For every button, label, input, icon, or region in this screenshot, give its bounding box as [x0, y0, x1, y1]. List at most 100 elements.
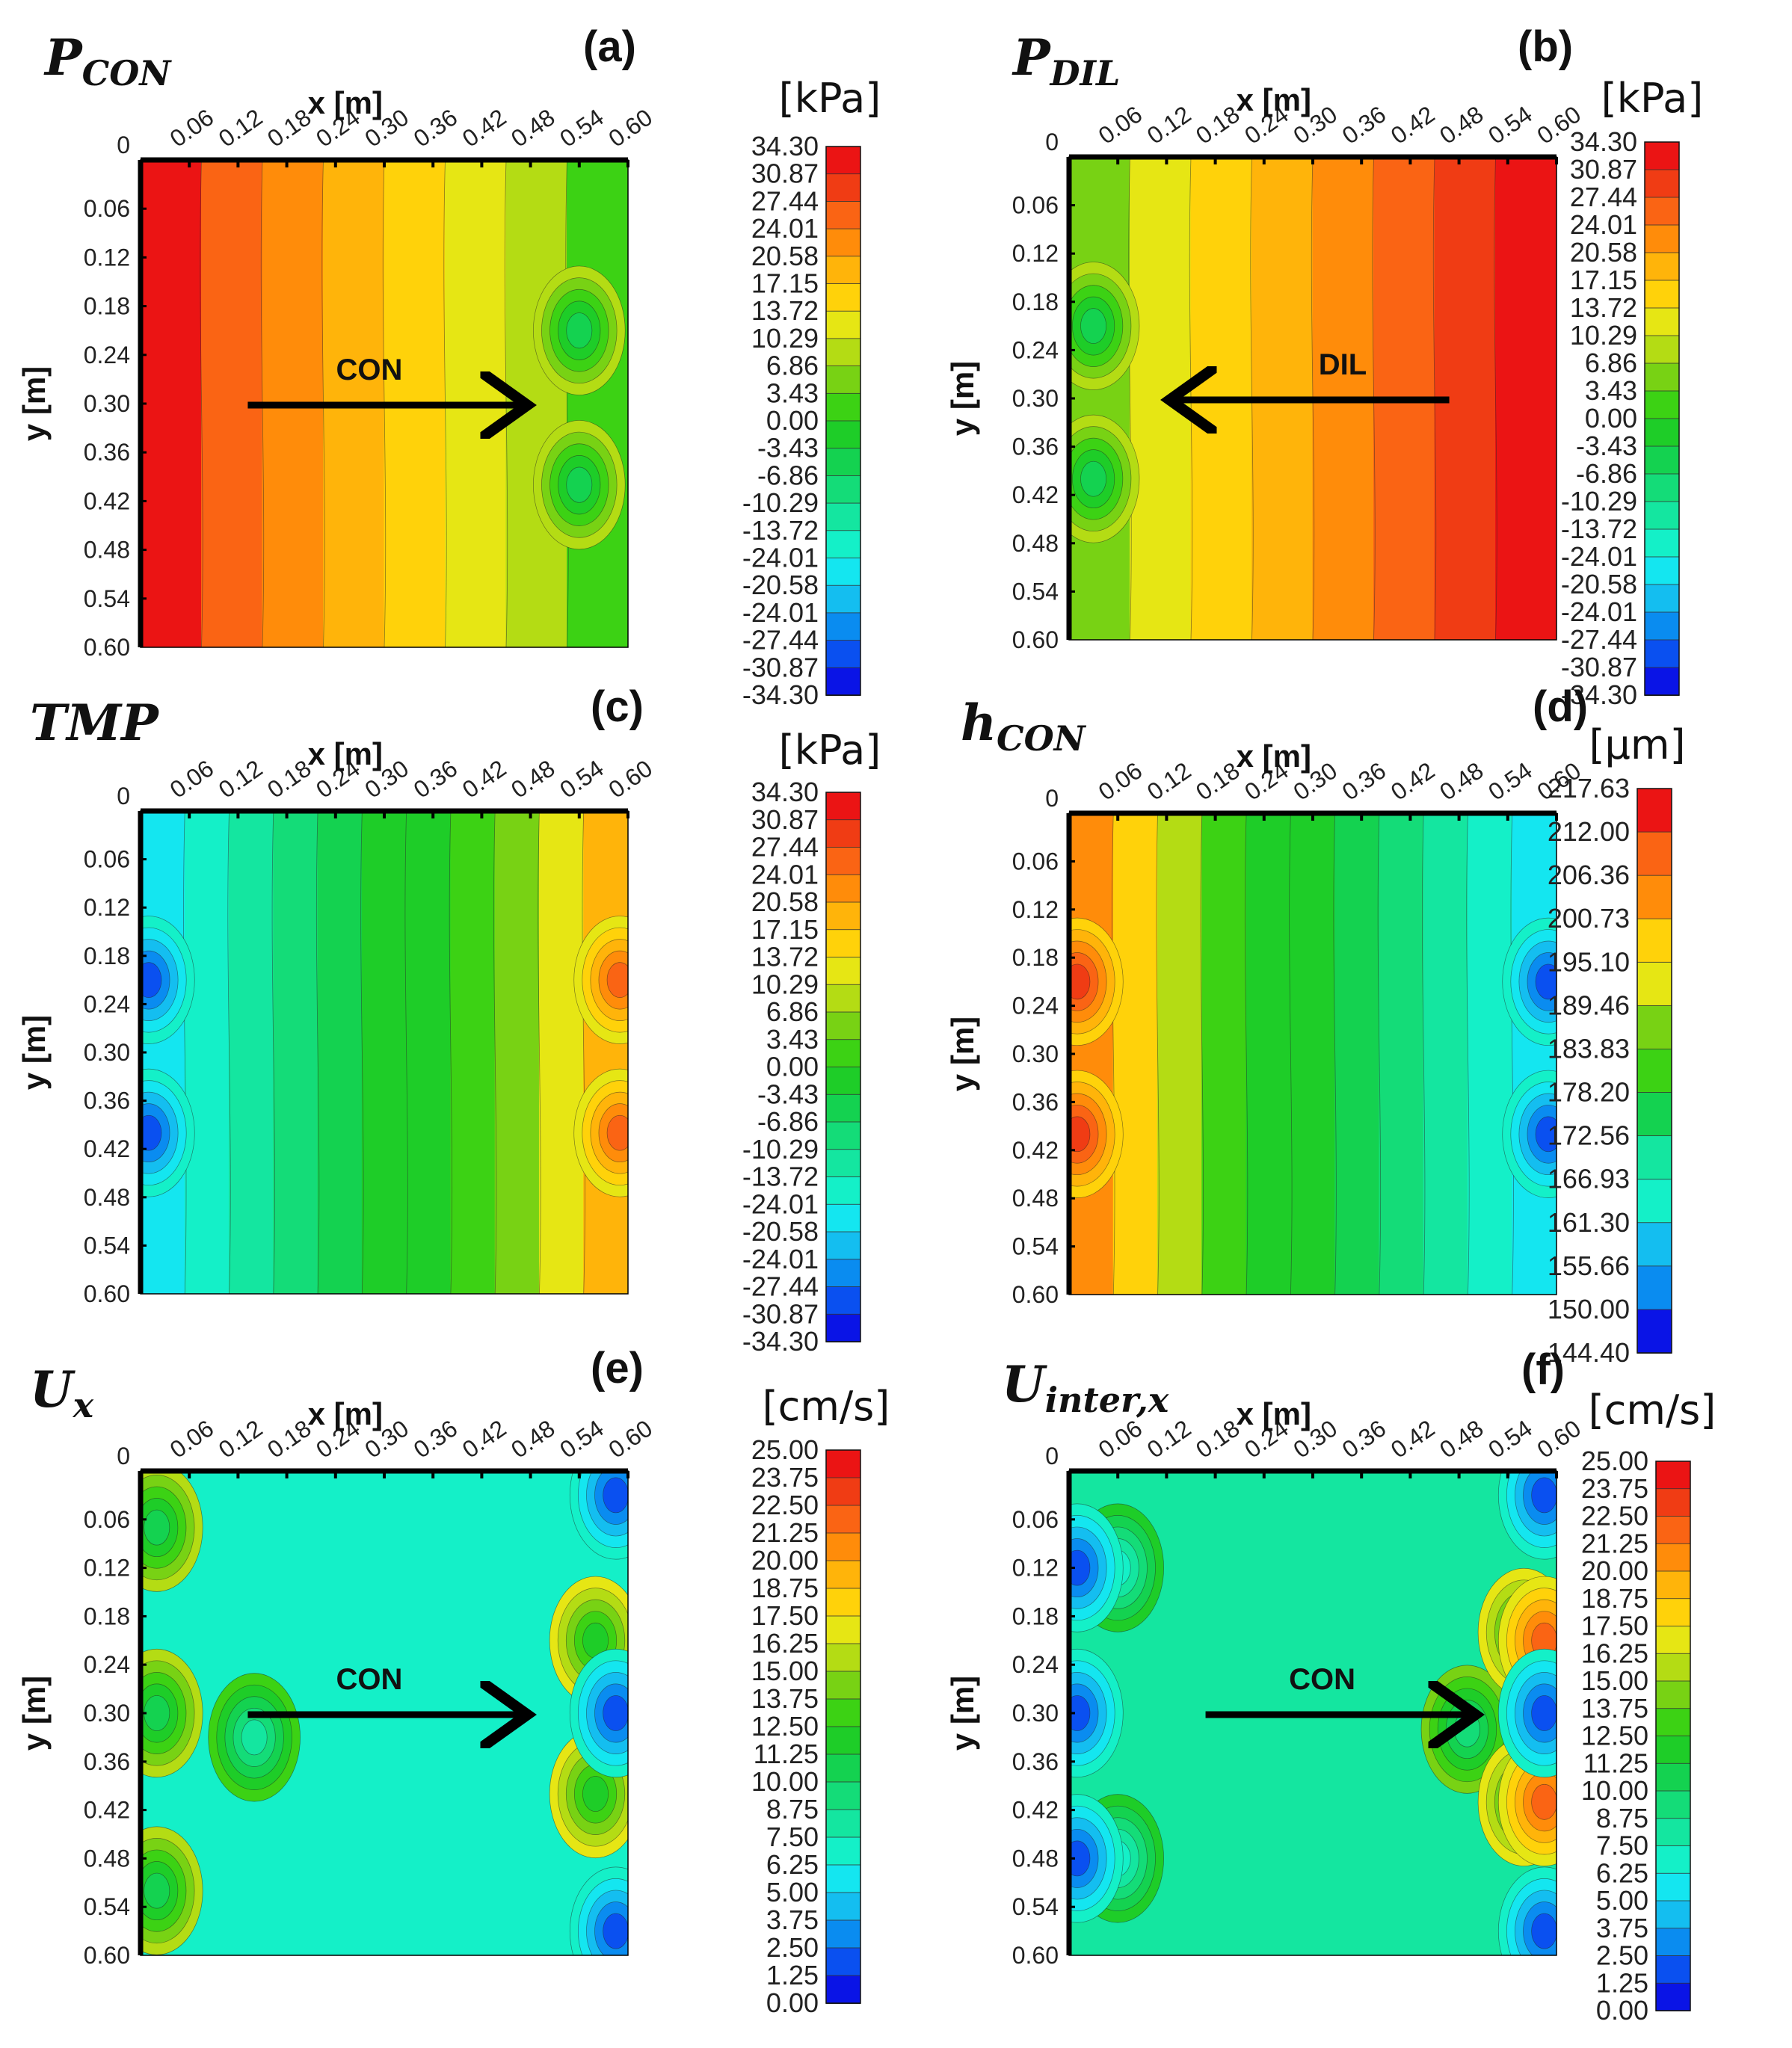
y-tick-label: 0.12 — [84, 244, 130, 271]
y-tick-label: 0.42 — [84, 487, 130, 514]
panel-letter: (b) — [1518, 22, 1573, 71]
y-tick-label: 0 — [1045, 129, 1059, 155]
y-tick-label: 0.18 — [1012, 289, 1059, 315]
plot-title: PDIL — [1012, 28, 1120, 93]
contour-line — [565, 160, 569, 647]
y-tick-label: 0.54 — [1012, 1893, 1059, 1920]
x-tick-label: 0.54 — [555, 1415, 609, 1463]
colorbar-swatch — [825, 448, 861, 477]
colorbar: 25.0023.7522.5021.2520.0018.7517.5016.25… — [1581, 1387, 1716, 2026]
contour-line — [200, 160, 203, 647]
colorbar-swatch — [825, 1726, 861, 1755]
colorbar-swatch — [825, 256, 861, 285]
panel-letter: (f) — [1521, 1345, 1565, 1394]
colorbar-label: 20.58 — [751, 886, 819, 917]
colorbar-swatch — [825, 1259, 861, 1288]
flow-arrow-label: CON — [336, 1663, 403, 1696]
colorbar-swatch — [1644, 390, 1680, 419]
colorbar-swatch — [1644, 335, 1680, 364]
colorbar-swatch — [1636, 1265, 1672, 1310]
panel-letter: (e) — [591, 1344, 644, 1392]
colorbar-swatch — [1636, 875, 1672, 920]
y-tick-label: 0.36 — [84, 439, 130, 466]
contour-band — [406, 811, 452, 1294]
contour-blob — [1535, 963, 1557, 1000]
y-tick-label: 0.42 — [1012, 1137, 1059, 1164]
colorbar-label: 0.00 — [766, 1052, 819, 1082]
x-tick-label: 0.42 — [1386, 1415, 1440, 1463]
colorbar-label: 8.75 — [766, 1794, 819, 1825]
contour-field — [1069, 813, 1557, 1295]
colorbar-swatch — [1655, 1818, 1691, 1847]
colorbar-swatch — [825, 1313, 861, 1342]
contour-line — [404, 811, 408, 1294]
y-tick-label: 0.06 — [1012, 1506, 1059, 1533]
colorbar-swatch — [825, 1449, 861, 1478]
colorbar-label: 10.29 — [751, 969, 819, 999]
y-tick-label: 0.18 — [1012, 1603, 1059, 1629]
contour-blob — [1069, 1840, 1091, 1877]
x-axis-label: x [m] — [1237, 1396, 1311, 1431]
colorbar-swatch — [1636, 918, 1672, 963]
contour-line — [1128, 157, 1132, 640]
y-tick-label: 0.60 — [84, 1280, 130, 1307]
panel-d: 0.060.120.180.240.300.360.420.480.540.60… — [945, 682, 1686, 1368]
contour-band — [1379, 813, 1424, 1295]
colorbar-label: -6.86 — [757, 460, 819, 490]
colorbar-label: 172.56 — [1548, 1120, 1630, 1151]
colorbar-label: -30.87 — [742, 652, 819, 682]
colorbar-swatch — [1655, 1955, 1691, 1984]
y-tick-label: 0.06 — [84, 846, 130, 873]
colorbar-label: 6.86 — [766, 351, 819, 381]
contour-line — [1494, 157, 1497, 640]
colorbar-label: 24.01 — [751, 859, 819, 889]
colorbar-label: -3.43 — [1576, 431, 1637, 461]
y-tick-label: 0.54 — [84, 1893, 130, 1920]
colorbar-swatch — [1655, 1928, 1691, 1957]
colorbar-label: 34.30 — [751, 777, 819, 807]
colorbar-swatch — [1655, 1543, 1691, 1572]
y-tick-label: 0.12 — [1012, 896, 1059, 923]
y-tick-label: 0.30 — [84, 1700, 130, 1727]
colorbar-label: -6.86 — [757, 1106, 819, 1137]
y-tick-label: 0.36 — [1012, 434, 1059, 460]
x-tick-label: 0.36 — [1337, 101, 1391, 149]
colorbar-frame — [1636, 788, 1672, 1354]
x-tick-label: 0.36 — [409, 104, 463, 152]
contour-blob — [144, 1509, 170, 1546]
y-tick-label: 0 — [1045, 785, 1059, 812]
y-tick-label: 0.18 — [1012, 944, 1059, 971]
contour-blob — [606, 962, 628, 998]
contour-band — [184, 811, 230, 1294]
colorbar-unit: [cm/s] — [763, 1383, 890, 1430]
colorbar-frame — [825, 792, 861, 1342]
y-tick-label: 0.60 — [1012, 1942, 1059, 1969]
colorbar-label: 6.25 — [1596, 1857, 1648, 1888]
colorbar-label: -20.58 — [1561, 569, 1637, 599]
colorbar-label: 2.50 — [766, 1932, 819, 1963]
colorbar-label: 3.75 — [766, 1904, 819, 1935]
colorbar-swatch — [1636, 1222, 1672, 1267]
contour-blob — [582, 1776, 609, 1812]
colorbar-swatch — [825, 929, 861, 958]
colorbar-label: 25.00 — [751, 1434, 819, 1465]
contour-band — [583, 811, 628, 1294]
x-tick-label: 0.12 — [214, 104, 268, 152]
contour-blob — [606, 1114, 628, 1151]
x-tick-label: 0.12 — [214, 755, 268, 804]
colorbar-swatch — [1644, 307, 1680, 336]
colorbar-swatch — [1636, 961, 1672, 1007]
y-tick-label: 0.24 — [84, 1651, 130, 1678]
colorbar-swatch — [1644, 473, 1680, 502]
x-tick-label: 0.12 — [1142, 101, 1196, 149]
contour-blob — [1535, 1116, 1557, 1153]
colorbar-swatch — [825, 310, 861, 339]
colorbar-label: -10.29 — [1561, 486, 1637, 516]
colorbar-swatch — [1644, 667, 1680, 696]
x-tick-label: 0.48 — [1435, 1415, 1488, 1463]
y-tick-label: 0.60 — [1012, 626, 1059, 653]
x-tick-label: 0.06 — [165, 104, 219, 152]
colorbar-label: 12.50 — [751, 1711, 819, 1742]
colorbar-label: 24.01 — [1570, 209, 1637, 240]
plot-title: TMP — [30, 694, 160, 752]
